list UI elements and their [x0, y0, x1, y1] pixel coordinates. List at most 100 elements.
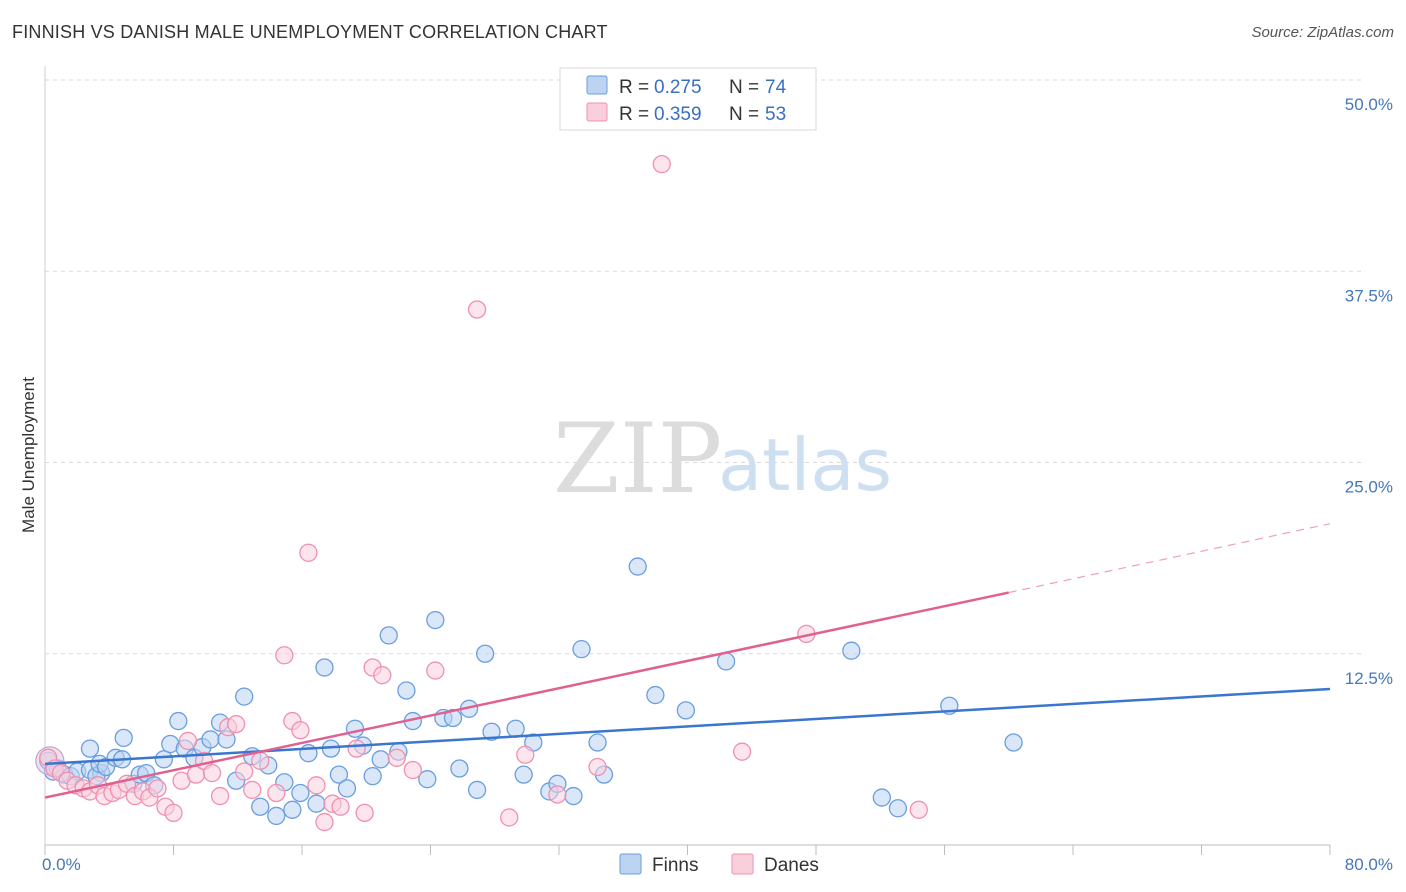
- danes-point: [275, 646, 294, 665]
- danes-point: [148, 779, 167, 798]
- finns-point: [514, 765, 533, 784]
- finns-point: [676, 701, 696, 720]
- finns-point: [572, 640, 591, 659]
- finns-point: [482, 722, 501, 741]
- danes-point: [500, 808, 519, 827]
- danes-point: [909, 800, 928, 819]
- danes-point: [291, 721, 310, 740]
- finns-point: [564, 786, 583, 806]
- danes-point: [331, 797, 350, 816]
- watermark-atlas: atlas: [718, 423, 892, 507]
- danes-point: [202, 763, 222, 783]
- grid-lines: [45, 79, 1365, 655]
- series-legend: Finns Danes: [619, 853, 819, 876]
- legend-r-value-danes: 0.359: [654, 104, 702, 125]
- legend-n-label-danes: N =: [729, 104, 759, 125]
- finns-point: [397, 681, 416, 700]
- finns-point: [467, 780, 487, 800]
- series-label-finns: Finns: [652, 855, 698, 876]
- legend-r-label-danes: R =: [619, 104, 649, 125]
- trend-lines: [44, 523, 1331, 799]
- finns-point: [169, 711, 188, 731]
- finns-point: [80, 739, 100, 758]
- correlation-legend: R = 0.275 N = 74 R = 0.359 N = 53: [559, 67, 817, 131]
- finns-point: [588, 733, 607, 752]
- danes-point: [299, 543, 318, 562]
- finns-point: [418, 770, 437, 789]
- finns-point: [426, 610, 445, 630]
- series-label-danes: Danes: [764, 855, 819, 876]
- y-tick-label: 12.5%: [1345, 669, 1393, 688]
- danes-point: [315, 812, 334, 832]
- danes-trend-extension: [1008, 523, 1331, 594]
- danes-point: [403, 760, 422, 780]
- danes-point: [243, 780, 262, 800]
- finns-point: [307, 794, 326, 813]
- finns-point: [201, 730, 220, 749]
- danes-point: [588, 757, 607, 777]
- danes-point: [387, 748, 406, 767]
- legend-r-label-finns: R =: [619, 77, 649, 98]
- danes-point: [164, 803, 183, 823]
- legend-n-value-finns: 74: [765, 77, 787, 98]
- watermark: ZIP atlas: [553, 403, 892, 515]
- y-tick-label: 25.0%: [1345, 478, 1393, 497]
- finns-point: [506, 719, 525, 738]
- danes-point: [210, 786, 230, 806]
- y-tick-label: 37.5%: [1345, 286, 1393, 305]
- x-tick-labels: 0.0% 80.0%: [42, 855, 1393, 874]
- finns-point: [628, 557, 647, 576]
- finns-point: [114, 728, 133, 748]
- finns-point: [646, 685, 665, 705]
- finns-point: [251, 797, 270, 816]
- finns-point: [154, 750, 174, 769]
- y-axis-label: Male Unemployment: [19, 377, 38, 533]
- legend-n-label-finns: N =: [729, 77, 759, 98]
- danes-point: [652, 154, 671, 174]
- legend-n-value-danes: 53: [765, 104, 786, 125]
- finns-point: [716, 652, 736, 671]
- finns-point: [267, 806, 286, 826]
- finns-point: [842, 641, 861, 660]
- y-tick-label: 50.0%: [1345, 95, 1393, 114]
- finns-point: [283, 800, 302, 819]
- axes: [44, 66, 1331, 855]
- legend-swatch-danes: [586, 102, 608, 122]
- danes-point: [426, 661, 445, 680]
- danes-point: [307, 776, 326, 795]
- finns-point: [475, 644, 495, 663]
- finns-point: [379, 626, 398, 645]
- danes-points: [39, 154, 928, 832]
- watermark-zip: ZIP: [553, 403, 722, 515]
- finns-point: [291, 783, 310, 803]
- danes-point: [226, 714, 246, 734]
- danes-point: [373, 666, 392, 685]
- danes-point: [355, 803, 374, 823]
- finns-point: [235, 687, 254, 706]
- danes-point: [548, 785, 567, 804]
- series-swatch-danes: [731, 853, 754, 875]
- danes-point: [178, 731, 198, 751]
- finns-point: [337, 779, 357, 798]
- danes-point: [516, 745, 535, 764]
- series-swatch-finns: [619, 853, 642, 875]
- danes-point: [235, 762, 254, 781]
- danes-point: [267, 783, 286, 803]
- danes-point: [251, 751, 270, 770]
- danes-trend-line: [44, 591, 1010, 799]
- finns-point: [363, 767, 382, 786]
- chart-title: FINNISH VS DANISH MALE UNEMPLOYMENT CORR…: [12, 22, 608, 42]
- finns-point: [345, 719, 365, 738]
- finns-point: [888, 799, 908, 818]
- finns-point: [450, 759, 469, 778]
- source-label: Source: ZipAtlas.com: [1251, 24, 1394, 41]
- y-tick-labels: 12.5% 25.0% 37.5% 50.0%: [1345, 95, 1393, 688]
- legend-r-value-finns: 0.275: [654, 77, 702, 98]
- finns-point: [315, 658, 334, 677]
- finns-point: [872, 788, 892, 807]
- x-tick-label-max: 80.0%: [1345, 855, 1393, 874]
- x-tick-label-min: 0.0%: [42, 855, 81, 874]
- danes-point: [467, 300, 487, 319]
- finns-point: [329, 765, 349, 784]
